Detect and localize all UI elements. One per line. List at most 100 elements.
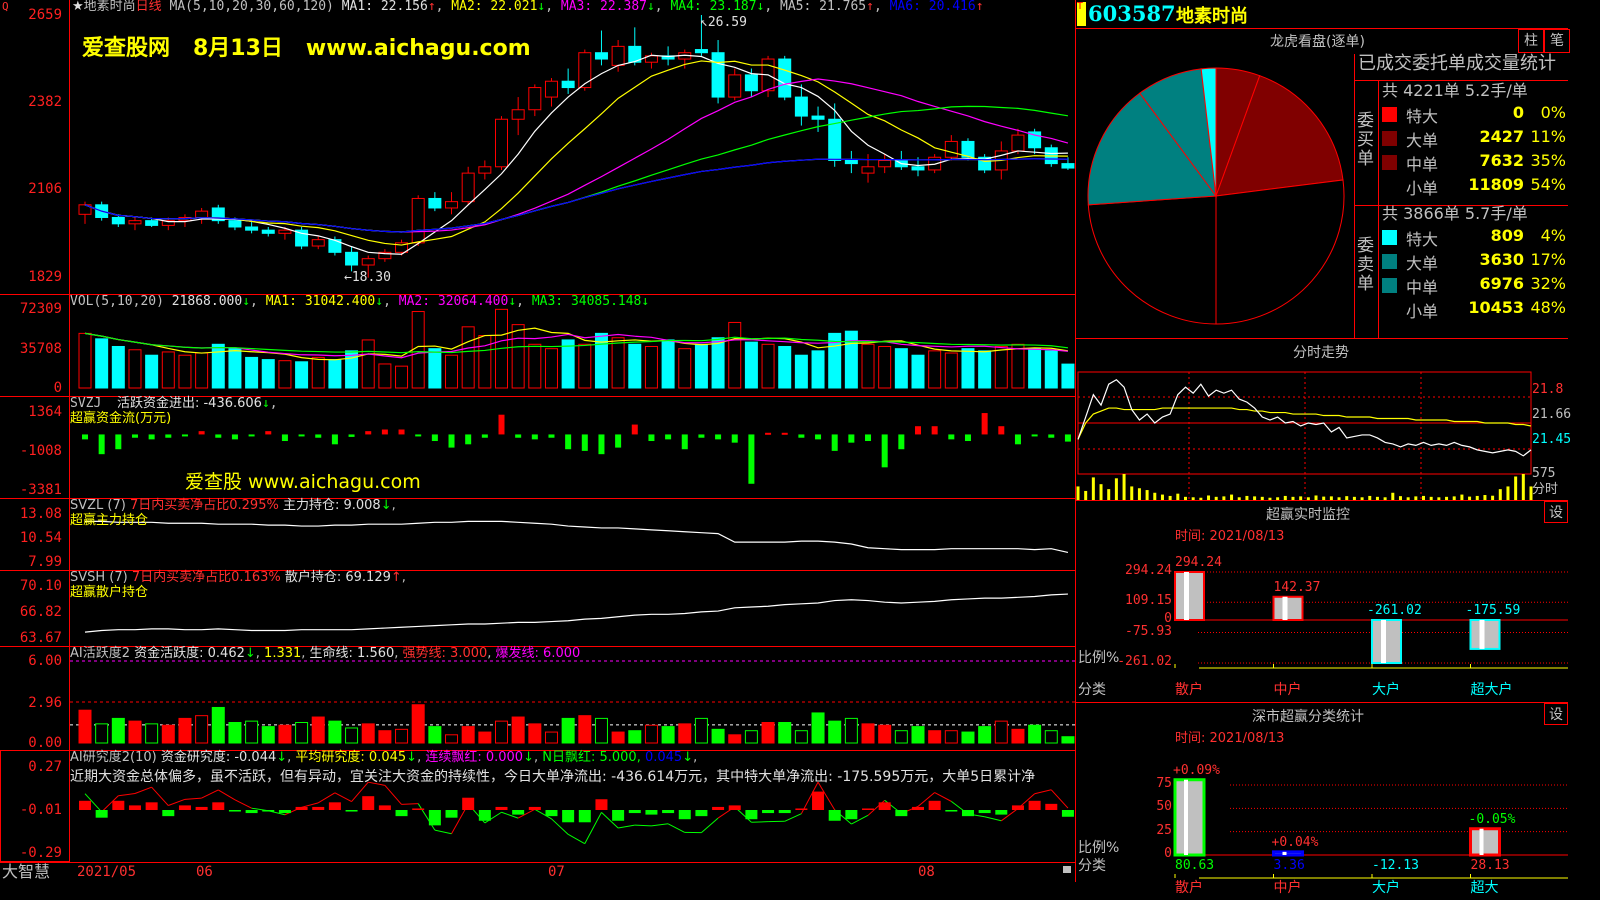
legend-pct: 4% [1540, 226, 1566, 245]
research-bar [545, 810, 558, 817]
research-line [851, 814, 869, 825]
flow-bar [515, 434, 522, 438]
legend-value: 2427 [1479, 127, 1524, 146]
research-line [1001, 808, 1019, 822]
volume-bar [378, 363, 392, 389]
intraday-volume-bar [1176, 493, 1180, 500]
legend-pct: 0% [1540, 103, 1566, 122]
intraday-volume-bar [1498, 489, 1502, 500]
svzj-axis-label: -3381 [19, 482, 62, 498]
intraday-volume-bar [1391, 492, 1395, 500]
monitor-bar [1371, 619, 1402, 664]
shenzhen-settings-button[interactable]: 设 [1544, 703, 1568, 725]
candle [911, 166, 925, 171]
activity-bar [861, 723, 875, 744]
date-label: 2021/05 [77, 864, 137, 880]
intraday-vol-label: 575 [1532, 466, 1556, 481]
intraday-avg-line [1077, 407, 1532, 440]
research-bar [378, 805, 391, 810]
candle [145, 220, 159, 226]
buy-summary: 共 4221单 5.2手/单 [1382, 81, 1528, 100]
activity-bar [644, 724, 658, 744]
candle [711, 52, 725, 98]
intraday-volume-bar [1107, 489, 1111, 500]
pie-slice [1215, 75, 1344, 197]
price-axis-label: 2659 [28, 7, 62, 23]
candle [578, 52, 592, 89]
research-line [517, 808, 536, 819]
research-line [501, 811, 519, 819]
svzl-header: SVZL (7) 7日内买卖净占比0.295% 主力持仓: 9.008↓, [70, 498, 396, 513]
intraday-volume-bar [1521, 474, 1525, 500]
legend-name: 大单 [1406, 254, 1439, 273]
volume-bar [628, 343, 642, 389]
sell-side-label: 委卖单 [1357, 236, 1374, 294]
watermark-site: 爱查股网 8月13日 www.aichagu.com [82, 36, 531, 61]
volume-bar [128, 349, 142, 389]
shenzhen-axis-label: 50 [1156, 799, 1172, 815]
retail-holding-line [84, 593, 1068, 633]
flow-bar [898, 434, 905, 450]
shenzhen-bar-highlight [1184, 779, 1188, 855]
ma-line-20 [84, 78, 1069, 233]
monitor-settings-button[interactable]: 设 [1544, 501, 1568, 523]
intraday-volume-bar [1352, 496, 1356, 500]
legend-name: 中单 [1406, 278, 1439, 297]
activity-bar [561, 717, 575, 744]
shenzhen-bar [1469, 827, 1501, 857]
intraday-volume-bar [1099, 484, 1103, 500]
date-label: 06 [196, 864, 213, 880]
research-bar [178, 805, 191, 810]
svzl-subtitle: 超赢主力持仓 [70, 513, 149, 528]
legend-row: 中单 6976 32% [1380, 274, 1568, 298]
volume-bar [744, 341, 758, 389]
activity-bar [928, 730, 942, 744]
intraday-label: 分时 [1532, 482, 1559, 497]
vol-ma-line-5 [84, 327, 1069, 361]
research-line [101, 795, 119, 813]
tab-bar[interactable]: 柱 [1518, 29, 1544, 53]
flow-bar [398, 429, 405, 435]
volume-bar [644, 345, 658, 389]
activity-bar [544, 731, 558, 744]
volume-bar [478, 335, 492, 389]
activity-bar [378, 730, 392, 744]
ma5-value: MA5: 21.765 [780, 0, 867, 14]
axis-divider [69, 0, 70, 862]
tab-tick[interactable]: 笔 [1544, 29, 1570, 53]
activity-bar [411, 704, 425, 744]
ma4-value: MA4: 23.187 [670, 0, 757, 14]
flow-bar [665, 434, 672, 440]
intraday-volume-bar [1260, 496, 1264, 500]
period-label[interactable]: 日线 [135, 0, 162, 14]
volume-bar [111, 345, 125, 389]
lock-icon[interactable] [1063, 866, 1071, 873]
activity-bar [661, 726, 675, 744]
volume-bar [1011, 343, 1025, 389]
research-bar [278, 810, 291, 814]
candle [345, 251, 359, 266]
legend-swatch [1382, 107, 1397, 122]
research-bar [778, 810, 791, 814]
shenzhen-category: 超大 [1470, 880, 1499, 896]
flow-bar [881, 434, 888, 468]
candle [195, 210, 209, 218]
monitor-axis-label: 294.24 [1125, 563, 1172, 578]
intraday-volume-bar [1268, 497, 1272, 500]
research-bar [662, 810, 675, 814]
research-line [401, 803, 419, 805]
legend-name: 小单 [1406, 302, 1439, 321]
activity-bar [361, 723, 375, 744]
research-bar [795, 808, 808, 810]
volume-bar [894, 348, 908, 389]
volume-bar [844, 330, 858, 389]
panel-divider [0, 498, 1075, 499]
shenzhen-category: 大户 [1372, 880, 1400, 896]
activity-bar [828, 720, 842, 744]
volume-bar [544, 348, 558, 389]
candle [778, 58, 792, 98]
research-bar [262, 810, 275, 812]
research-line [334, 792, 352, 802]
intraday-volume-bar [1122, 474, 1126, 500]
